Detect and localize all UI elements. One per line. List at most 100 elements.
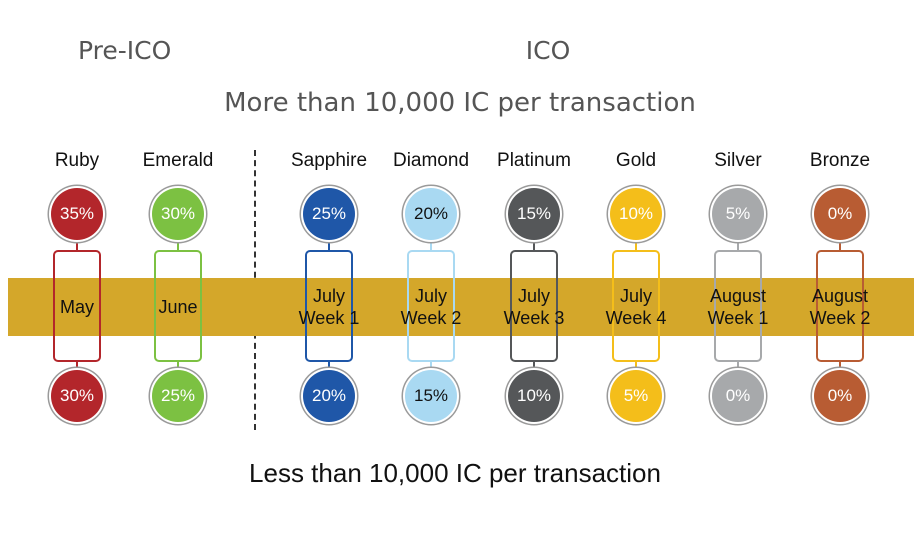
connector-stem-bottom [839,362,841,370]
period-line-2: Week 3 [503,308,565,328]
period-line-2: Week 4 [605,308,667,328]
tier-period: May [12,284,142,330]
bottom-rate-badge: 15% [405,370,457,422]
connector-stem-top [635,242,637,250]
tier-name: Bronze [809,150,871,171]
period-line-1: July [312,286,345,306]
bottom-rate-value: 10% [516,386,552,405]
top-rate-value: 5% [725,204,751,223]
connector-stem-top [533,242,535,250]
period-line-1: May [59,297,94,317]
connector-stem-top [328,242,330,250]
tier-period: August Week 2 [775,284,905,330]
tier-period: July Week 2 [366,284,496,330]
period-line-1: July [619,286,652,306]
tier-2: Sapphire 25% 20% July Week 1 [279,0,379,547]
top-rate-value: 10% [618,204,654,223]
tier-6: Silver 5% 0% August Week 1 [688,0,788,547]
bottom-rate-badge: 10% [508,370,560,422]
bottom-rate-badge: 5% [610,370,662,422]
period-line-2: Week 2 [809,308,871,328]
tier-connector [714,250,762,362]
top-rate-value: 15% [516,204,552,223]
connector-stem-top [839,242,841,250]
tier-connector [612,250,660,362]
period-line-1: July [414,286,447,306]
tier-period: July Week 3 [469,284,599,330]
connector-stem-top [430,242,432,250]
tier-name: Gold [615,150,657,171]
tier-connector [53,250,101,362]
tier-connector [305,250,353,362]
top-rate-badge: 0% [814,188,866,240]
tier-1: Emerald 30% 25% June [128,0,228,547]
connector-stem-top [177,242,179,250]
period-line-2: Week 1 [298,308,360,328]
bottom-rate-badge: 25% [152,370,204,422]
connector-stem-top [737,242,739,250]
bottom-rate-badge: 0% [814,370,866,422]
bottom-caption: Less than 10,000 IC per transaction [249,458,661,488]
bottom-rate-value: 0% [725,386,751,405]
tier-4: Platinum 15% 10% July Week 3 [484,0,584,547]
tier-connector [510,250,558,362]
connector-stem-bottom [328,362,330,370]
tier-7: Bronze 0% 0% August Week 2 [790,0,890,547]
tier-period: June [113,284,243,330]
bottom-rate-badge: 20% [303,370,355,422]
bottom-rate-value: 30% [59,386,95,405]
tier-name: Emerald [142,150,214,171]
connector-stem-bottom [533,362,535,370]
tier-connector [816,250,864,362]
top-rate-badge: 20% [405,188,457,240]
top-rate-value: 30% [160,204,196,223]
top-rate-value: 25% [311,204,347,223]
top-rate-badge: 15% [508,188,560,240]
connector-stem-top [76,242,78,250]
bottom-rate-badge: 30% [51,370,103,422]
top-rate-badge: 35% [51,188,103,240]
connector-stem-bottom [177,362,179,370]
tier-period: July Week 1 [264,284,394,330]
tier-name: Silver [714,150,762,171]
tier-name: Ruby [54,150,100,171]
period-line-1: August [709,286,767,306]
top-rate-value: 35% [59,204,95,223]
period-line-2: Week 2 [400,308,462,328]
tier-period: July Week 4 [571,284,701,330]
tier-0: Ruby 35% 30% May [27,0,127,547]
tier-period: August Week 1 [673,284,803,330]
connector-stem-bottom [430,362,432,370]
tier-name: Platinum [497,150,571,171]
pre-ico-heading: Pre-ICO [78,36,172,65]
period-line-2: Week 1 [707,308,769,328]
period-line-1: August [811,286,869,306]
timeline-band [8,278,914,336]
top-rate-value: 0% [827,204,853,223]
tier-name: Diamond [392,150,470,171]
tier-name: Sapphire [290,150,368,171]
connector-stem-bottom [737,362,739,370]
period-line-1: June [158,297,198,317]
connector-stem-bottom [76,362,78,370]
tier-3: Diamond 20% 15% July Week 2 [381,0,481,547]
tier-5: Gold 10% 5% July Week 4 [586,0,686,547]
bottom-rate-value: 15% [413,386,449,405]
bottom-rate-badge: 0% [712,370,764,422]
top-rate-value: 20% [413,204,449,223]
ico-heading: ICO [525,36,571,65]
bottom-rate-value: 25% [160,386,196,405]
top-rate-badge: 25% [303,188,355,240]
bottom-rate-value: 0% [827,386,853,405]
tier-connector [407,250,455,362]
top-rate-badge: 10% [610,188,662,240]
connector-stem-bottom [635,362,637,370]
top-rate-badge: 30% [152,188,204,240]
top-rate-badge: 5% [712,188,764,240]
bottom-rate-value: 5% [623,386,649,405]
bottom-rate-value: 20% [311,386,347,405]
top-caption: More than 10,000 IC per transaction [224,88,696,118]
tier-connector [154,250,202,362]
period-line-1: July [517,286,550,306]
